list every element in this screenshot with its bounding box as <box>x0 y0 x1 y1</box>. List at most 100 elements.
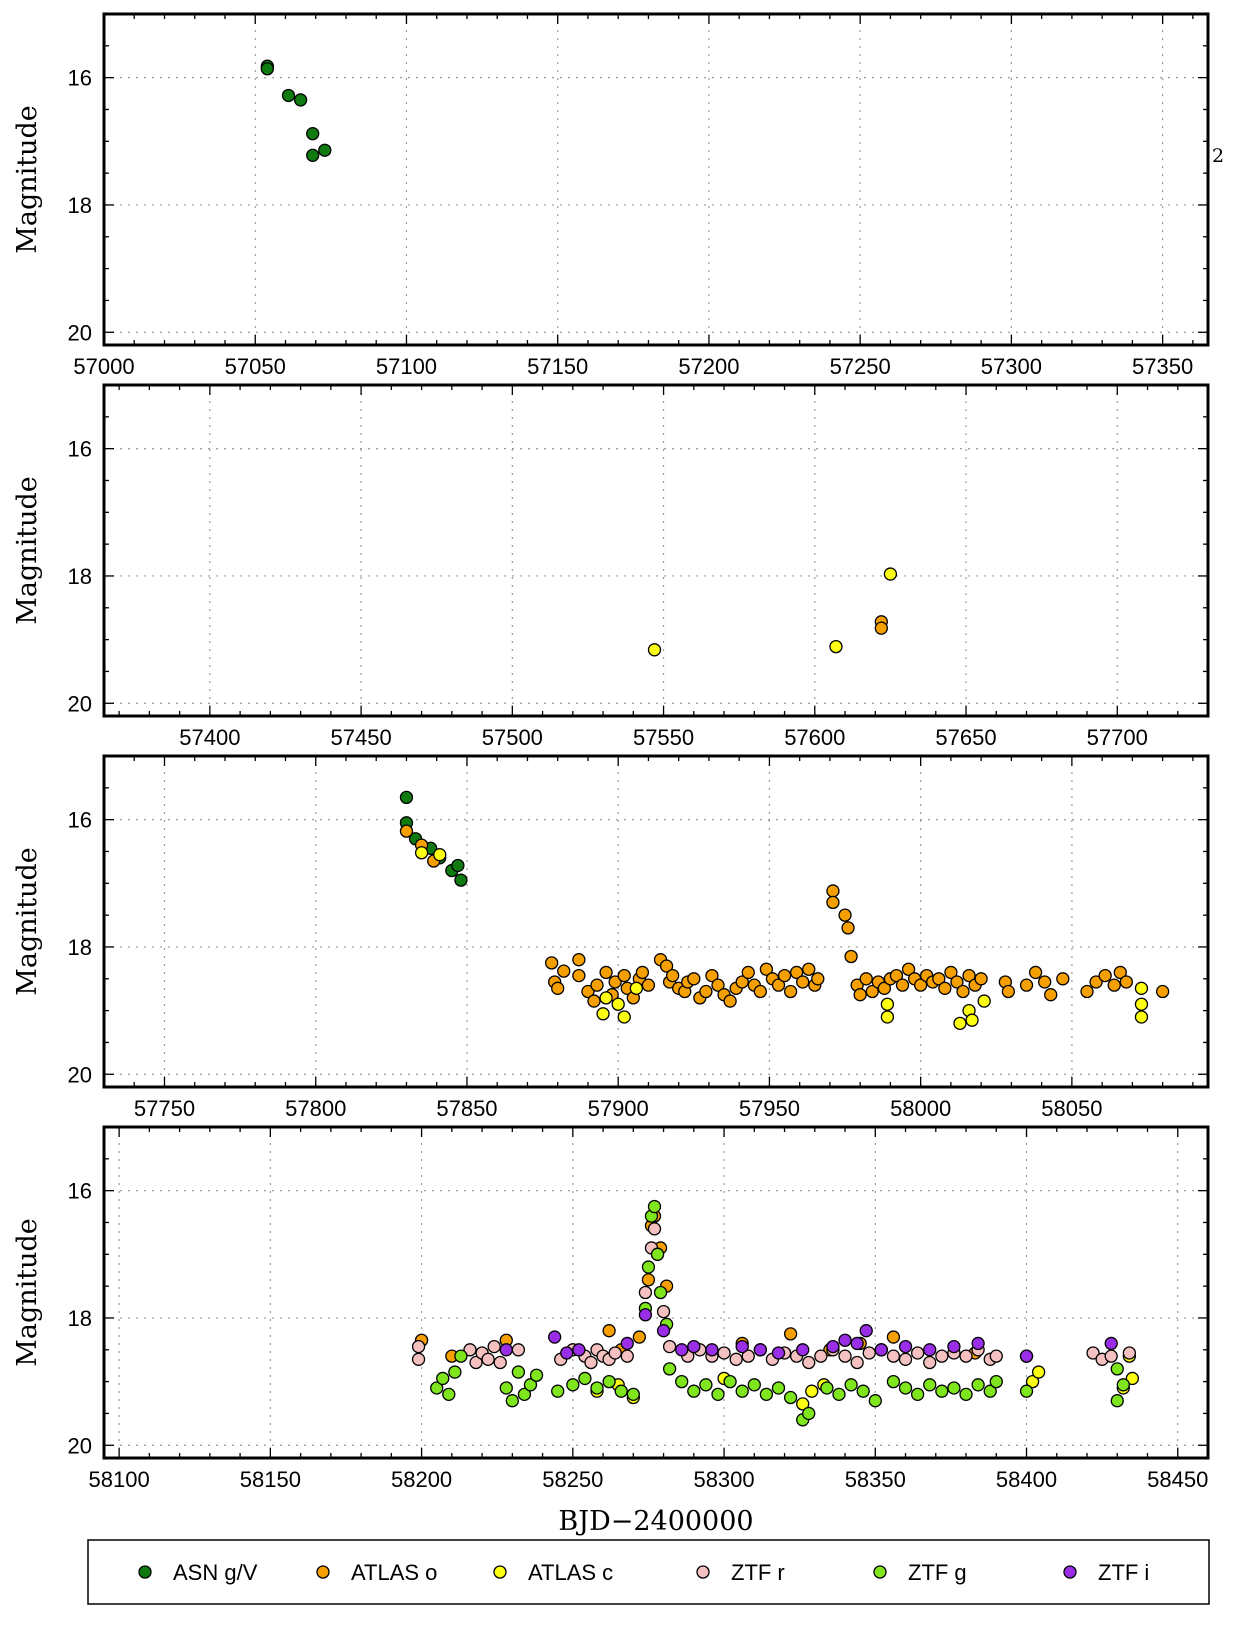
data-point <box>617 1010 631 1024</box>
y-tick-label: 16 <box>68 437 92 462</box>
data-point <box>956 984 970 999</box>
data-point <box>959 1349 973 1363</box>
data-point <box>783 1327 798 1341</box>
data-point <box>620 1336 634 1351</box>
data-point <box>759 1387 774 1401</box>
data-point <box>759 962 774 976</box>
plot-frame <box>102 754 1210 1089</box>
data-point <box>723 994 737 1008</box>
data-point <box>741 1349 755 1363</box>
data-point <box>451 858 465 873</box>
data-point <box>647 1222 662 1236</box>
data-point <box>938 981 952 995</box>
data-point <box>433 848 447 862</box>
data-point <box>826 884 840 898</box>
data-point <box>853 988 867 1002</box>
data-point <box>581 984 595 999</box>
data-point <box>844 949 858 964</box>
x-tick-label: 57550 <box>633 725 694 750</box>
data-point <box>901 962 916 976</box>
x-tick-label: 57600 <box>784 725 845 750</box>
series-ztf-i <box>499 1308 1118 1363</box>
data-point <box>632 1330 647 1344</box>
data-point <box>647 643 662 657</box>
data-point <box>802 1355 816 1370</box>
data-point <box>829 639 843 654</box>
data-point <box>711 978 725 992</box>
series-ztf-g <box>430 1199 1130 1427</box>
data-point <box>989 1374 1003 1389</box>
data-point <box>1019 1349 1034 1363</box>
data-point <box>841 921 855 935</box>
data-point <box>944 965 958 980</box>
data-point <box>548 1330 562 1344</box>
data-point <box>723 1374 737 1389</box>
data-point <box>499 1381 513 1395</box>
legend-entry: ATLAS c <box>493 1560 613 1585</box>
data-point <box>914 978 928 992</box>
y-tick-label: 18 <box>68 564 92 589</box>
data-point <box>1019 1384 1034 1398</box>
data-point <box>705 968 719 983</box>
data-point <box>1104 1349 1118 1363</box>
data-point <box>587 994 601 1008</box>
data-point <box>436 1371 450 1386</box>
data-point <box>910 1346 925 1360</box>
data-point <box>923 1355 937 1370</box>
data-point <box>560 1346 574 1360</box>
data-point <box>599 991 613 1005</box>
data-point <box>469 1355 483 1370</box>
data-point <box>557 964 571 978</box>
page-number: 2 <box>1212 145 1224 167</box>
data-point <box>711 1387 725 1401</box>
data-point <box>814 1349 828 1363</box>
legend-entry: ZTF g <box>873 1560 967 1585</box>
panels-group: 57000 57050 57100 57150 57200 57250 57300 57350… <box>12 12 1210 1537</box>
data-point <box>1038 975 1052 989</box>
series-asn-g-v <box>260 59 332 162</box>
data-point <box>735 975 749 989</box>
data-point <box>544 956 559 970</box>
data-point <box>635 965 650 980</box>
data-point <box>629 981 643 995</box>
y-tick-label: 20 <box>68 320 92 345</box>
data-point <box>989 1349 1003 1363</box>
legend-marker <box>696 1565 710 1579</box>
data-point <box>608 1346 622 1360</box>
x-tick-label: 57850 <box>436 1096 497 1121</box>
data-point <box>1119 975 1133 989</box>
data-point <box>1113 965 1127 980</box>
data-point <box>306 148 320 162</box>
data-point <box>1001 984 1016 999</box>
series-atlas-o <box>874 615 888 635</box>
data-point <box>838 1349 852 1363</box>
x-tick-label: 58350 <box>845 1467 906 1492</box>
legend-label: ATLAS o <box>351 1560 437 1585</box>
data-point <box>880 1010 895 1024</box>
data-point <box>826 895 840 910</box>
data-point <box>1110 1362 1124 1376</box>
data-point <box>662 1362 677 1376</box>
data-point <box>608 975 622 989</box>
y-tick-label: 18 <box>68 935 92 960</box>
data-point <box>1155 984 1170 999</box>
x-tick-label: 58300 <box>693 1467 754 1492</box>
data-point <box>1080 984 1094 999</box>
data-point <box>971 1378 985 1392</box>
data-point <box>753 984 768 999</box>
data-point <box>590 978 604 992</box>
series-atlas-c <box>590 1349 1140 1411</box>
x-tick-label: 57200 <box>678 354 739 379</box>
data-point <box>1110 1394 1124 1408</box>
data-point <box>868 1394 882 1408</box>
data-point <box>687 1384 701 1398</box>
x-tick-label: 57100 <box>376 354 437 379</box>
data-point <box>602 1374 616 1389</box>
plot-frame <box>102 1125 1210 1460</box>
data-point <box>886 1374 901 1389</box>
data-point <box>977 994 991 1008</box>
data-point <box>699 1378 713 1392</box>
data-point <box>448 1365 462 1379</box>
data-point <box>771 1346 786 1360</box>
